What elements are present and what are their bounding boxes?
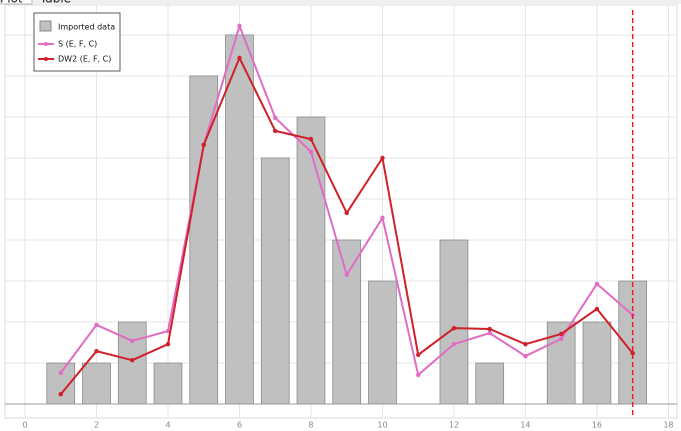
bar <box>368 280 397 405</box>
x-tick-label: 10 <box>377 421 387 430</box>
point <box>94 322 99 328</box>
point <box>308 136 314 142</box>
point <box>558 336 564 342</box>
bar <box>82 362 111 405</box>
point <box>523 353 528 359</box>
legend-swatch <box>44 57 48 61</box>
x-tick-label: 18 <box>663 421 673 430</box>
point <box>630 350 635 356</box>
point <box>58 392 63 397</box>
x-tick-label: 0 <box>22 421 27 430</box>
point <box>94 348 99 354</box>
bar <box>332 239 362 405</box>
point <box>523 341 528 347</box>
tab-label[interactable]: Table <box>39 0 71 6</box>
point <box>416 372 421 378</box>
point <box>594 306 600 312</box>
bar <box>260 157 290 405</box>
point <box>201 142 206 148</box>
tab-plot[interactable] <box>0 0 33 5</box>
point <box>380 155 385 161</box>
point <box>344 272 349 278</box>
bar <box>475 362 505 405</box>
tab-bar <box>0 0 681 4</box>
point <box>594 281 600 287</box>
bar <box>225 34 254 405</box>
point <box>237 23 242 29</box>
x-tick-label: 14 <box>520 421 530 430</box>
legend: Imported data S (E, F, C) DW2 (E, F, C) <box>33 12 121 72</box>
bar <box>582 321 612 405</box>
point <box>273 115 278 120</box>
x-tick-label: 4 <box>165 421 170 430</box>
bar <box>189 75 219 405</box>
point <box>165 328 171 334</box>
bar <box>117 321 147 405</box>
point <box>165 341 171 347</box>
x-tick-label: 8 <box>308 421 313 430</box>
legend-swatch <box>39 20 52 32</box>
point <box>558 331 564 337</box>
point <box>308 149 314 155</box>
bar <box>153 362 183 405</box>
point <box>58 370 63 376</box>
point <box>487 326 492 332</box>
tab-label[interactable]: Plot <box>0 0 23 6</box>
legend-label: S (E, F, C) <box>58 40 97 49</box>
point <box>344 210 349 216</box>
point <box>451 341 457 347</box>
x-tick-label: 16 <box>592 421 602 430</box>
x-tick-label: 6 <box>237 421 242 430</box>
point <box>130 357 135 363</box>
legend-swatch <box>44 42 48 46</box>
bar <box>296 116 326 405</box>
point <box>416 352 421 358</box>
x-tick-label: 2 <box>94 421 99 430</box>
x-tick-label: 12 <box>449 421 459 430</box>
point <box>487 330 492 336</box>
legend-label: DW2 (E, F, C) <box>58 55 111 64</box>
point <box>130 338 135 344</box>
point <box>451 325 457 331</box>
point <box>380 215 385 221</box>
legend-label: Imported data <box>58 23 115 32</box>
bar <box>439 239 469 405</box>
point <box>237 55 242 61</box>
point <box>273 128 278 134</box>
